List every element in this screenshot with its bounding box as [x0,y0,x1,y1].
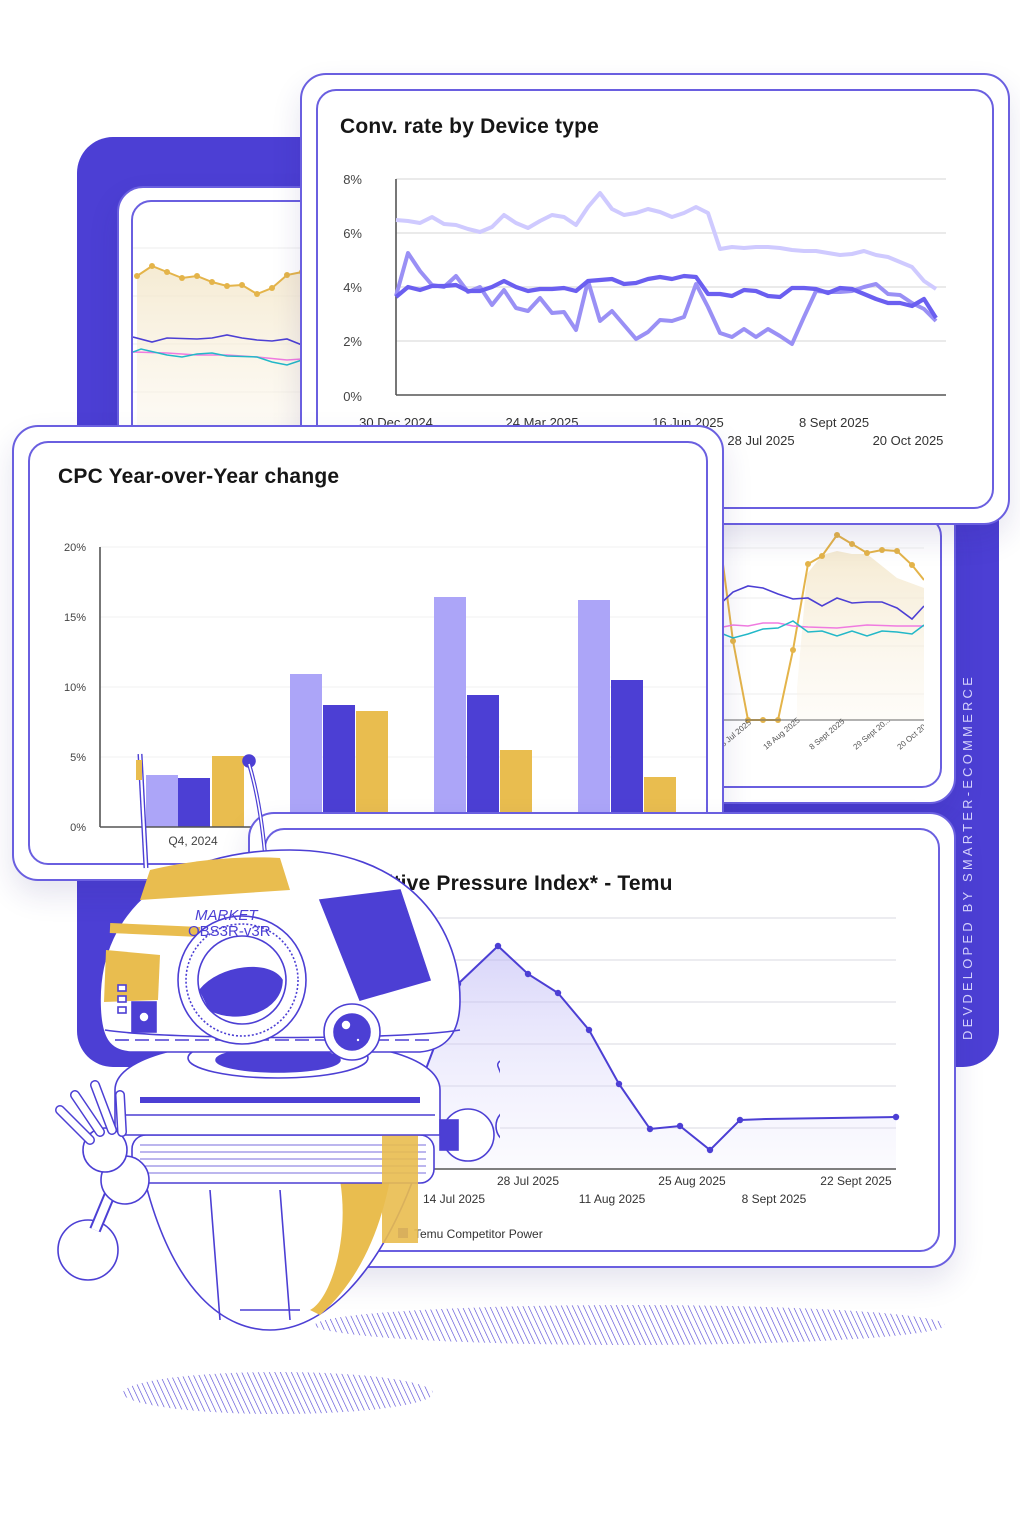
svg-text:20 Oct 2025: 20 Oct 2025 [896,716,924,751]
svg-text:Temu Competitor Power: Temu Competitor Power [414,1227,543,1241]
svg-text:5%: 5% [70,752,86,764]
svg-text:10%: 10% [64,682,86,694]
robot-mascot: MARKET OBS3R-v3R [55,753,500,1331]
svg-text:29 Sept 20...: 29 Sept 20... [852,715,893,751]
svg-text:2%: 2% [343,334,362,349]
robot-label-line2: OBS3R-v3R [188,923,271,940]
svg-text:20%: 20% [64,542,86,554]
conv-xtick-6: 28 Jul 2025 [727,433,794,448]
svg-text:8%: 8% [343,172,362,187]
svg-text:6%: 6% [343,226,362,241]
svg-text:15%: 15% [64,612,86,624]
background-chart-card-right: 28 Jul 2025 18 Aug 2025 8 Sept 2025 29 S… [682,500,956,804]
cpc-card: CPC Year-over-Year change 20% 15% 10% 5%… [12,425,724,881]
svg-text:0%: 0% [343,389,362,404]
background-line-chart-right: 28 Jul 2025 18 Aug 2025 8 Sept 2025 29 S… [684,523,935,752]
cpc-bar-chart: 20% 15% 10% 5% 0% [64,542,706,848]
temu-xtick-22sep: 22 Sept 2025 [820,1174,892,1188]
cpc-xtick-q4-2024: Q4, 2024 [168,834,218,848]
conv-xtick-8: 20 Oct 2025 [873,433,944,448]
conv-xtick-7: 8 Sept 2025 [799,415,869,430]
temu-xtick-14jul: 14 Jul 2025 [423,1192,485,1206]
robot-label-line1: MARKET [195,907,259,924]
temu-xtick-8sep: 8 Sept 2025 [742,1192,807,1206]
svg-text:4%: 4% [343,280,362,295]
svg-text:8 Sept 2025: 8 Sept 2025 [808,717,847,752]
svg-text:0%: 0% [70,822,86,834]
developed-by-label: DEVDELOPED BY SMARTER-ECOMMERCE [960,674,975,1040]
conv-rate-title: Conv. rate by Device type [340,115,600,138]
cpc-title: CPC Year-over-Year change [58,465,340,488]
robot-shadow-small [123,1372,433,1414]
temu-xtick-11aug: 11 Aug 2025 [579,1192,646,1206]
temu-xtick-25aug: 25 Aug 2025 [658,1174,726,1188]
temu-xtick-28jul: 28 Jul 2025 [497,1174,559,1188]
robot-shadow-large [315,1305,945,1345]
